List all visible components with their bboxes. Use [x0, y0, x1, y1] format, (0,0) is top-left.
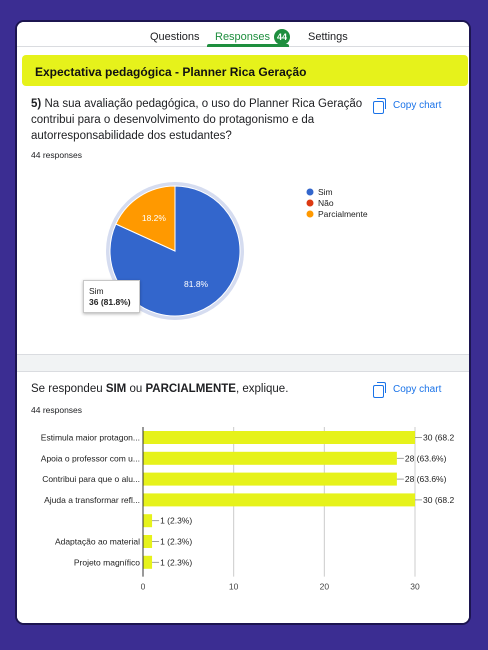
legend-label-0: Sim — [318, 187, 333, 197]
bar-value-label-0: 30 (68.2 — [423, 433, 454, 443]
x-tick-label-2: 20 — [320, 582, 330, 592]
legend-label-1: Não — [318, 198, 334, 208]
bar-5 — [143, 535, 153, 548]
tooltip-value: 36 (81.8%) — [89, 297, 131, 307]
question-text: Na sua avaliação pedagógica, o uso do Pl… — [31, 98, 363, 142]
bar-category-label-2: Contribui para que o alu... — [42, 474, 140, 484]
bar-value-label-3: 30 (68.2 — [423, 495, 454, 505]
bar-1 — [143, 451, 397, 465]
bar-value-label-2: 28 (63.6%) — [405, 474, 447, 484]
question-text-part: , explique. — [235, 383, 289, 395]
response-count: 44 responses — [31, 150, 83, 160]
copy-chart-button[interactable]: Copy chart — [371, 380, 451, 398]
bar-4 — [143, 514, 153, 528]
question-text-bold: PARCIALMENTE — [145, 383, 236, 395]
question-text-bold: SIM — [105, 383, 127, 395]
question-text-part: ou — [126, 383, 146, 395]
bar-value-label-1: 28 (63.6%) — [405, 453, 447, 463]
bar-chart: 0 10 20 30 Estimula maior protagon... 30 (68.… — [41, 427, 454, 592]
x-tick-label-1: 10 — [229, 582, 239, 592]
response-count: 44 responses — [31, 405, 83, 415]
section-header: Expectativa pedagógica - Planner Rica Ge… — [22, 55, 468, 86]
legend-label-2: Parcialmente — [318, 209, 368, 219]
pie-tooltip: Sim 36 (81.8%) — [83, 280, 140, 313]
bar-category-label-0: Estimula maior protagon... — [41, 433, 140, 443]
question-number: 5) — [31, 98, 42, 110]
responses-count-badge: 44 — [274, 29, 290, 45]
form-responses-panel: Questions Responses 44 Settings Expectat… — [17, 22, 469, 623]
bar-value-label-4: 1 (2.3%) — [160, 516, 192, 526]
bar-category-label-1: Apoia o professor com u... — [41, 453, 140, 463]
question-card-pie: 5) Na sua avaliação pedagógica, o uso do… — [17, 86, 469, 354]
bar-3 — [143, 493, 415, 507]
legend-marker-0 — [306, 188, 314, 196]
tab-questions[interactable]: Questions — [150, 31, 200, 43]
pie-slice-2 — [115, 185, 176, 252]
section-title: Expectativa pedagógica - Planner Rica Ge… — [35, 65, 307, 79]
bar-0 — [143, 431, 415, 444]
bar-category-label-3: Ajuda a transformar refl... — [44, 495, 140, 505]
section-divider — [17, 354, 469, 372]
x-tick-label-0: 0 — [141, 582, 146, 592]
bar-2 — [143, 472, 397, 486]
bar-category-label-5: Adaptação ao material — [55, 537, 140, 547]
tooltip-label: Sim — [89, 286, 104, 296]
pie-slice-label-0: 81.8% — [184, 279, 209, 289]
copy-chart-button[interactable]: Copy chart — [371, 96, 451, 114]
copy-chart-label: Copy chart — [393, 100, 442, 111]
bar-value-label-6: 1 (2.3%) — [160, 557, 192, 567]
legend-marker-1 — [306, 199, 314, 207]
tab-settings[interactable]: Settings — [308, 31, 348, 43]
active-tab-indicator — [207, 44, 289, 47]
legend-marker-2 — [306, 210, 314, 218]
question-title-2: Se respondeu SIM ou PARCIALMENTE, expliq… — [31, 381, 361, 397]
bar-category-label-6: Projeto magnífico — [74, 557, 140, 567]
copy-icon — [373, 382, 386, 398]
pie-slice-label-2: 18.2% — [142, 213, 167, 223]
tab-responses[interactable]: Responses — [215, 31, 271, 43]
pie-slice-0 — [109, 185, 241, 317]
bar-6 — [143, 555, 153, 569]
question-text-part: Se respondeu — [31, 383, 106, 395]
x-tick-label-3: 30 — [410, 582, 420, 592]
question-title: 5) Na sua avaliação pedagógica, o uso do… — [31, 96, 366, 144]
question-card-bar: Se respondeu SIM ou PARCIALMENTE, expliq… — [17, 372, 469, 623]
copy-chart-label: Copy chart — [393, 384, 442, 395]
bar-value-label-5: 1 (2.3%) — [160, 537, 192, 547]
copy-icon — [373, 98, 386, 114]
tab-bar: Questions Responses 44 Settings — [17, 22, 469, 47]
